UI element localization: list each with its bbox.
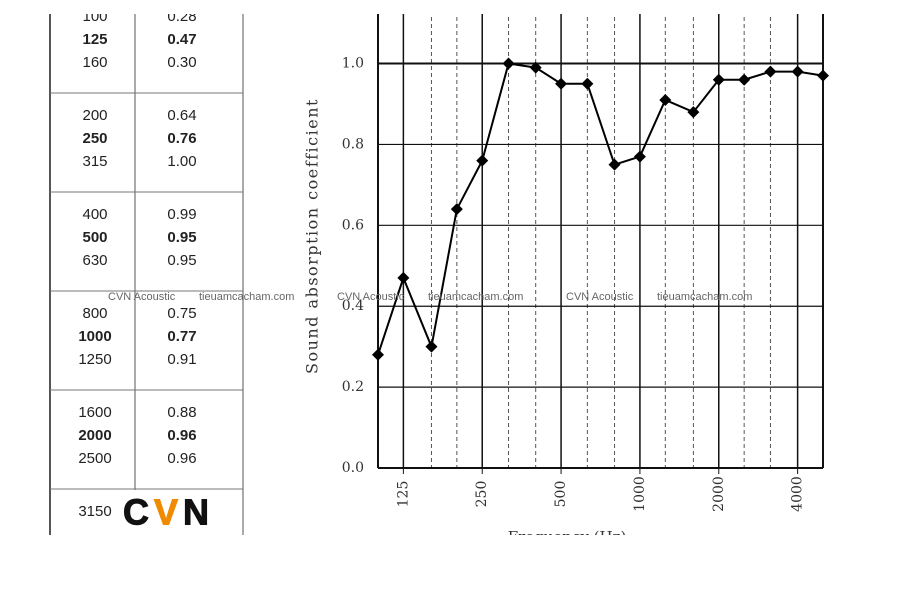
table-cell: 1.00	[167, 153, 196, 170]
data-point	[502, 57, 515, 70]
table-cell: 125	[82, 31, 107, 48]
data-point	[633, 150, 646, 163]
logo-tagline: The Value of Silence !	[139, 548, 198, 554]
table-cell: 160	[82, 54, 107, 71]
data-point	[450, 203, 463, 216]
logo-letter: C	[123, 492, 149, 533]
table-cell: 0.47	[167, 31, 196, 48]
data-line	[377, 62, 824, 356]
data-point	[555, 77, 568, 90]
watermark: tieuamcacham.com	[657, 291, 752, 303]
data-point	[476, 154, 489, 167]
watermark: CVN Acoustic	[566, 291, 634, 303]
data-point	[712, 73, 725, 86]
logo-letter: N	[183, 492, 209, 533]
data-point	[581, 77, 594, 90]
logo-background	[118, 490, 218, 535]
content: 100 0.28 125 0.47 160 0.30 200 0.64 250 0.76 315 1.…	[49, 8, 829, 554]
table-cell: 1000	[78, 328, 111, 345]
table-cell: 0.96	[167, 450, 196, 467]
watermark: tieuamcacham.com	[428, 291, 523, 303]
watermark: CVN Acoustic	[108, 291, 176, 303]
data-point	[372, 348, 384, 361]
table-cell: 0.30	[167, 54, 196, 71]
x-tick-label: 2000	[711, 476, 727, 512]
data-point	[687, 106, 700, 119]
table-cell: 0.76	[167, 130, 196, 147]
logo-subtitle: ACOUSTICS	[129, 534, 207, 546]
data-point	[608, 158, 621, 171]
table-cell: 0.95	[167, 229, 196, 246]
table-cell: 0.77	[167, 328, 196, 345]
table-cell: 500	[82, 229, 107, 246]
table-cell: 2000	[78, 427, 111, 444]
watermark: tieuamcacham.com	[199, 291, 294, 303]
watermark: CVN Acoustic	[337, 291, 405, 303]
x-tick-label: 125	[395, 481, 411, 508]
y-tick-label: 1.0	[342, 56, 364, 72]
table-cell: 0.95	[167, 252, 196, 269]
x-axis-title: Frequency (Hz)	[508, 528, 627, 546]
table-cell: 630	[82, 252, 107, 269]
y-axis-title: Sound absorption coefficient	[303, 98, 322, 374]
table-cell: 800	[82, 305, 107, 322]
table-cell: 0.91	[167, 351, 196, 368]
y-tick-label: 0.6	[342, 217, 364, 233]
data-point	[425, 340, 438, 353]
table-cell: 100	[82, 8, 107, 25]
x-tick-label: 250	[474, 481, 490, 508]
y-tick-label: 0.8	[342, 136, 364, 152]
table-cell: 1600	[78, 404, 111, 421]
logo-letter: V	[154, 492, 178, 533]
table-cell: 1250	[78, 351, 111, 368]
table-cell: 3150	[78, 503, 111, 520]
data-point	[738, 73, 751, 86]
table-cell: 2500	[78, 450, 111, 467]
y-tick-label: 0.0	[342, 460, 364, 476]
table-cell: 0.28	[167, 8, 196, 25]
x-tick-label: 4000	[790, 476, 806, 512]
data-point	[791, 65, 804, 78]
data-point	[529, 61, 542, 74]
table-cell: 0.64	[167, 107, 196, 124]
data-point	[817, 69, 829, 82]
table-cell: 315	[82, 153, 107, 170]
table-cell: 250	[82, 130, 107, 147]
table-cell: 400	[82, 206, 107, 223]
y-tick-label: 0.2	[342, 379, 364, 395]
table-cell: 0.99	[167, 206, 196, 223]
table-cell: 0.88	[167, 404, 196, 421]
x-tick-label: 500	[553, 481, 569, 508]
table-cell: 0.75	[167, 305, 196, 322]
y-tick-label: 0.4	[342, 298, 364, 314]
data-point	[397, 271, 410, 284]
table-cell: 0.96	[167, 427, 196, 444]
data-point	[764, 65, 777, 78]
x-tick-label: 1000	[632, 476, 648, 512]
data-point	[659, 93, 672, 106]
table-cell: 200	[82, 107, 107, 124]
